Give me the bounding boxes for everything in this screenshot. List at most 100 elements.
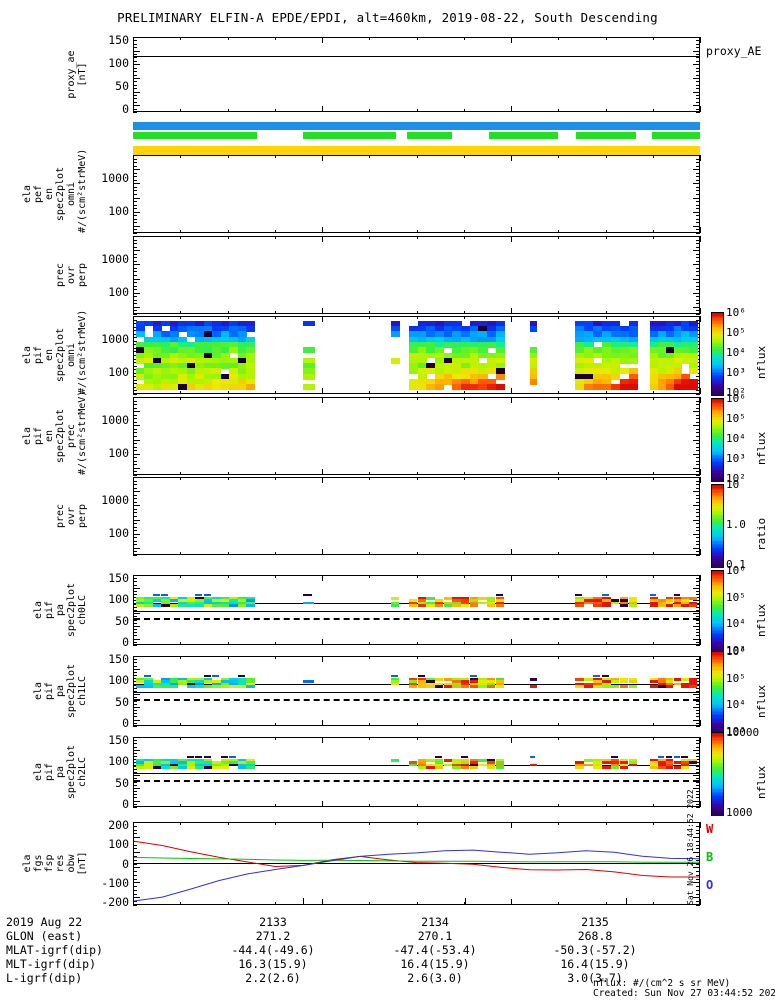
- ylabel-prec-ovr-perp-2-1: ovr: [66, 506, 77, 526]
- ytick-ela-pif-pa-ch2lc-1: 100: [108, 754, 129, 769]
- ylabel-proxy-ae-0: proxy_ae: [66, 50, 77, 99]
- ytick-ela-fgs-fsp-res-obw-1: 100: [108, 837, 129, 852]
- footer-value-1-l: 2.6(3.0): [407, 971, 463, 985]
- dashed-reference-line: [134, 617, 699, 620]
- ylabel-proxy-ae-1: [nT]: [77, 62, 88, 87]
- ytick-ela-pef-en-omni-0: 1000: [101, 171, 129, 186]
- ylabel-ela-pif-pa-ch2lc-2: pa: [55, 765, 66, 779]
- ylabel-ela-pif-pa-ch2lc-3: spec2plot: [66, 744, 77, 800]
- ytick-proxy-ae-0: 150: [108, 33, 129, 47]
- fgs-res-obw-traces: [134, 840, 699, 902]
- ylabel-ela-fgs-fsp-res-obw-0: ela: [22, 854, 33, 873]
- panel-ela-pif-pa-ch0lc: [133, 575, 700, 645]
- footer-value-0-glon: 271.2: [255, 929, 291, 943]
- footer-value-1-time: 2134: [421, 915, 449, 929]
- ylabel-ela-pif-pa-ch0lc-2: pa: [55, 603, 66, 617]
- trace-O: [134, 849, 699, 902]
- ytick-ela-pif-en-prec-1: 100: [108, 446, 129, 461]
- colorbar-tick-cb-nflux-2-3: 10³: [726, 452, 746, 465]
- proxy-ae-trace: [134, 56, 699, 58]
- ylabel-ela-pif-pa-ch1lc-3: spec2plot: [66, 663, 77, 719]
- footer-value-0-mlt: 16.3(15.9): [238, 957, 308, 971]
- footer-value-1-mlt: 16.4(15.9): [400, 957, 470, 971]
- ylabel-ela-pif-pa-ch2lc-1: pif: [44, 762, 55, 782]
- ylabel-ela-pif-en-omni-5: #/(scm²strMeV): [77, 309, 88, 394]
- ytick-prec-ovr-perp-1-1: 100: [108, 285, 129, 300]
- colorbar-tick-cb-nflux-4-3: 10³: [726, 725, 746, 738]
- ylabel-ela-pif-en-prec-2: en: [44, 429, 55, 443]
- colorbar-tick-cb-nflux-1-3: 10³: [726, 366, 746, 379]
- colorbar-tick-cb-nflux-5-1: 1000: [726, 806, 753, 819]
- colorbar-tick-cb-nflux-4-2: 10⁴: [726, 698, 746, 712]
- colorbar-tick-cb-nflux-4-1: 10⁵: [726, 671, 746, 685]
- ytick-ela-pif-pa-ch2lc-3: 0: [122, 797, 129, 812]
- ytick-ela-pef-en-omni-1: 100: [108, 204, 129, 219]
- panel-ela-pif-pa-ch1lc: [133, 656, 700, 726]
- ylabel-ela-pef-en-omni-3: spec2plot: [55, 166, 66, 222]
- ylabel-ela-pif-pa-ch2lc-4: ch2LC: [77, 756, 88, 788]
- footer-value-1-glon: 270.1: [417, 929, 453, 943]
- colorbar-tick-cb-nflux-3-3: 10³: [726, 644, 746, 657]
- footer-rowlabel-3: MLT-igrf(dip): [6, 957, 97, 971]
- ylabel-ela-pif-pa-ch2lc-0: ela: [33, 762, 44, 782]
- legend-item-W: W: [706, 822, 714, 836]
- ytick-ela-pif-pa-ch0lc-2: 50: [115, 613, 129, 628]
- proxy-ae-legend-label: proxy_AE: [706, 44, 762, 58]
- ytick-ela-fgs-fsp-res-obw-2: 0: [122, 856, 129, 871]
- footer-value-2-time: 2135: [581, 915, 609, 929]
- colorbar-title-cb-nflux-1: nflux: [755, 346, 768, 380]
- ylabel-ela-pef-en-omni-4: omni: [66, 181, 77, 207]
- ytick-ela-pif-pa-ch1lc-2: 50: [115, 694, 129, 709]
- xtick-0: [303, 898, 305, 905]
- ylabel-ela-pif-pa-ch1lc-2: pa: [55, 684, 66, 698]
- ytick-ela-pif-en-prec-0: 1000: [101, 413, 129, 428]
- colorbar-tick-cb-nflux-2-1: 10⁵: [726, 412, 746, 425]
- footer-value-0-time: 2133: [259, 915, 287, 929]
- colorbar-tick-cb-nflux-3-1: 10⁵: [726, 590, 746, 604]
- panel-proxy-ae: [133, 37, 700, 112]
- ylabel-ela-pif-en-omni-4: omni: [66, 342, 77, 368]
- ylabel-ela-pif-pa-ch1lc-0: ela: [33, 681, 44, 701]
- legend-item-B: B: [706, 850, 714, 864]
- ylabel-ela-pif-en-omni-1: pif: [33, 345, 44, 365]
- ytick-ela-pif-pa-ch1lc-1: 100: [108, 673, 129, 688]
- panel-prec-ovr-perp-1: [133, 236, 700, 314]
- ylabel-ela-pif-en-prec-3: spec2plot: [55, 408, 66, 464]
- colorbar-tick-cb-ratio-1: 1.0: [726, 518, 746, 531]
- ylabel-ela-pif-en-omni-2: en: [44, 348, 55, 362]
- ytick-ela-fgs-fsp-res-obw-3: -100: [101, 875, 129, 890]
- ylabel-ela-pif-en-omni-0: ela: [22, 345, 33, 365]
- footer-value-2-mlat: -50.3(-57.2): [553, 943, 637, 957]
- ylabel-ela-pif-en-prec-4: prec: [66, 423, 77, 449]
- ylabel-prec-ovr-perp-2-2: perp: [77, 503, 88, 529]
- colorbar-tick-cb-nflux-1-4: 10²: [726, 386, 746, 399]
- ylabel-prec-ovr-perp-1-0: prec: [55, 262, 66, 288]
- ylabel-ela-pif-pa-ch1lc-1: pif: [44, 681, 55, 701]
- anti-loss-cone-line: [134, 773, 699, 775]
- ylabel-prec-ovr-perp-1-2: perp: [77, 262, 88, 288]
- ytick-ela-pif-pa-ch1lc-3: 0: [122, 716, 129, 731]
- xtick-2: [626, 898, 628, 905]
- ylabel-ela-pif-pa-ch0lc-0: ela: [33, 600, 44, 620]
- status-bar-green-seg-5: [652, 132, 700, 139]
- ylabel-ela-fgs-fsp-res-obw-5: [nT]: [77, 851, 88, 876]
- colorbar-tick-cb-ratio-0: 10: [726, 478, 740, 491]
- ytick-proxy-ae-3: 0: [122, 102, 129, 116]
- anti-loss-cone-line: [134, 611, 699, 613]
- ytick-ela-pif-en-omni-1: 100: [108, 365, 129, 380]
- ylabel-ela-pif-en-prec-0: ela: [22, 426, 33, 446]
- footer-value-2-mlt: 16.4(15.9): [560, 957, 630, 971]
- colorbar-tick-cb-nflux-3-0: 10⁶: [726, 564, 746, 577]
- ylabel-ela-pif-pa-ch0lc-1: pif: [44, 600, 55, 620]
- colorbar-tick-cb-nflux-5-0: 10000: [726, 726, 760, 739]
- status-bar-green-seg-1: [303, 132, 396, 139]
- ylabel-ela-pef-en-omni-2: en: [44, 187, 55, 201]
- footer-value-1-mlat: -47.4(-53.4): [393, 943, 477, 957]
- dashed-reference-line: [134, 779, 699, 782]
- ylabel-prec-ovr-perp-2-0: prec: [55, 503, 66, 529]
- status-bar-green-seg-0: [133, 132, 257, 139]
- status-bar-green-seg-2: [407, 132, 452, 139]
- colorbar-tick-cb-nflux-4-0: 10⁶: [726, 645, 746, 658]
- trace-B: [134, 856, 699, 863]
- colorbar-title-cb-nflux-2: nflux: [755, 432, 768, 466]
